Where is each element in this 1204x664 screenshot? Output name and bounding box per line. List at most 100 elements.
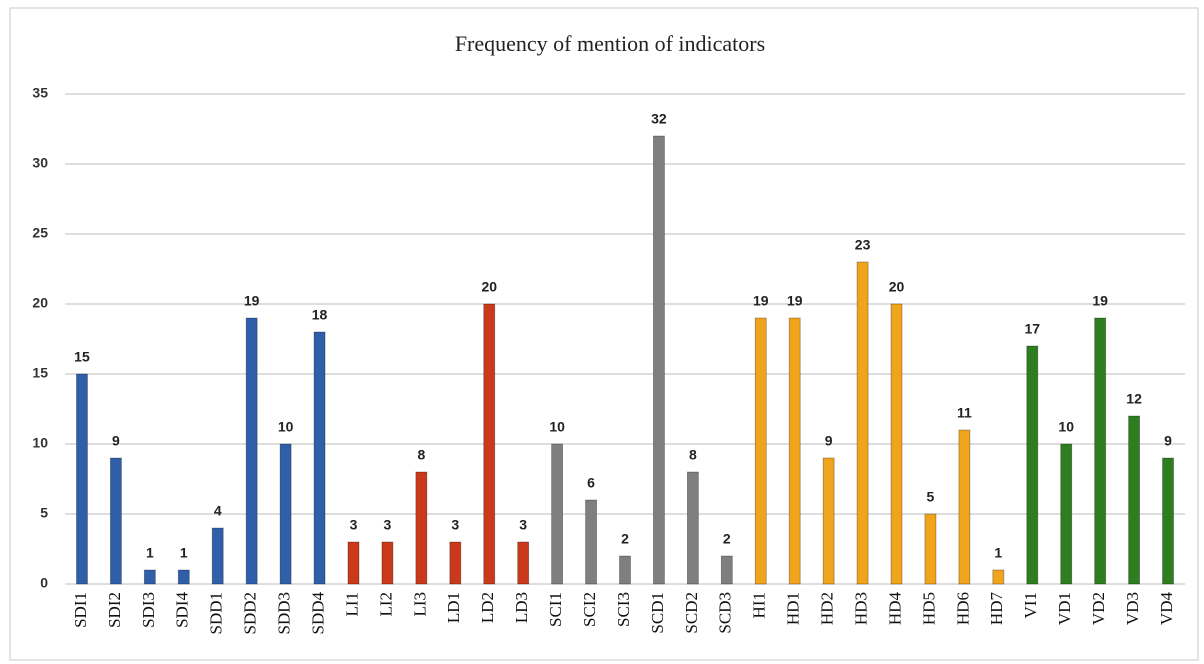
x-tick-label: HD2 — [818, 592, 837, 625]
x-tick-label: SDI4 — [173, 592, 192, 628]
chart-frame — [9, 7, 1199, 661]
x-tick-label: LD2 — [478, 592, 497, 623]
bar — [177, 569, 190, 585]
bar — [143, 569, 156, 585]
x-tick-label: SDI3 — [139, 592, 158, 628]
data-label: 8 — [417, 447, 425, 463]
x-tick-label: LI3 — [410, 592, 429, 617]
bar — [788, 317, 801, 585]
x-tick-label: HD1 — [784, 592, 803, 625]
x-tick-label: VD3 — [1123, 592, 1142, 625]
x-tick-label: HD6 — [953, 592, 972, 625]
data-label: 1 — [994, 545, 1002, 561]
data-label: 10 — [278, 419, 294, 435]
data-label: 3 — [350, 517, 358, 533]
y-tick-label: 35 — [32, 85, 48, 101]
chart-title: Frequency of mention of indicators — [455, 31, 765, 56]
x-tick-label: LI1 — [342, 592, 361, 617]
bar — [76, 373, 88, 585]
bar — [381, 541, 394, 585]
data-label: 4 — [214, 503, 222, 519]
x-tick-label: VD1 — [1055, 592, 1074, 625]
data-label: 3 — [519, 517, 527, 533]
bar — [619, 555, 631, 585]
bar — [754, 317, 767, 585]
x-tick-label: SCI1 — [546, 592, 565, 627]
data-label: 9 — [825, 433, 833, 449]
data-label: 19 — [753, 293, 769, 309]
bar — [551, 443, 564, 585]
y-tick-label: 25 — [32, 225, 48, 241]
x-tick-label: HD5 — [919, 592, 938, 625]
bar — [347, 541, 360, 585]
data-label: 12 — [1126, 391, 1142, 407]
x-tick-label: SDD3 — [275, 592, 294, 635]
data-label: 32 — [651, 111, 667, 127]
bar — [856, 261, 869, 585]
data-label: 18 — [312, 307, 328, 323]
x-tick-label: SCI2 — [580, 592, 599, 627]
x-tick-label: HD4 — [885, 592, 904, 626]
data-label: 1 — [146, 545, 154, 561]
data-label: 9 — [1164, 433, 1172, 449]
data-label: 8 — [689, 447, 697, 463]
data-label: 2 — [621, 531, 629, 547]
bar — [1162, 457, 1174, 585]
x-tick-label: SCD2 — [682, 592, 701, 634]
bar — [890, 303, 903, 585]
x-tick-label: SDD4 — [308, 592, 327, 635]
x-tick-label: LD1 — [444, 592, 463, 623]
y-tick-label: 15 — [32, 365, 48, 381]
x-tick-label: VD2 — [1089, 592, 1108, 625]
data-label: 19 — [1092, 293, 1108, 309]
bar — [483, 303, 496, 585]
data-label: 10 — [549, 419, 565, 435]
bar — [415, 471, 428, 585]
bar — [1128, 415, 1140, 585]
bar — [585, 499, 597, 585]
bar — [822, 457, 835, 585]
data-label: 3 — [384, 517, 392, 533]
bar — [1026, 345, 1039, 585]
data-label: 6 — [587, 475, 595, 491]
x-tick-label: SDD1 — [207, 592, 226, 635]
data-label: 20 — [481, 279, 497, 295]
bar — [686, 471, 699, 585]
y-tick-label: 30 — [32, 155, 48, 171]
bar — [1060, 443, 1073, 585]
x-tick-label: SCI3 — [614, 592, 633, 627]
data-label: 20 — [889, 279, 905, 295]
x-tick-label: SCD1 — [648, 592, 667, 634]
x-tick-label: SDI1 — [71, 592, 90, 628]
bar — [110, 457, 122, 585]
data-label: 23 — [855, 237, 871, 253]
bar — [958, 429, 971, 585]
data-label: 1 — [180, 545, 188, 561]
data-label: 17 — [1024, 321, 1040, 337]
x-tick-label: SCD3 — [716, 592, 735, 634]
data-label: 2 — [723, 531, 731, 547]
y-tick-label: 5 — [40, 505, 48, 521]
x-tick-label: SDI2 — [105, 592, 124, 628]
x-tick-label: SDD2 — [241, 592, 260, 635]
bar — [449, 541, 462, 585]
data-label: 10 — [1058, 419, 1074, 435]
x-tick-label: VD4 — [1157, 592, 1176, 626]
bar — [1094, 317, 1107, 585]
bar — [517, 541, 530, 585]
y-tick-label: 20 — [32, 295, 48, 311]
bar — [313, 331, 326, 585]
bar — [720, 555, 733, 585]
bar — [279, 443, 292, 585]
data-label: 9 — [112, 433, 120, 449]
x-tick-label: LI2 — [376, 592, 395, 617]
bar — [211, 527, 224, 585]
bar — [924, 513, 937, 585]
data-label: 15 — [74, 349, 90, 365]
x-tick-label: VI1 — [1021, 592, 1040, 618]
y-tick-label: 10 — [32, 435, 48, 451]
data-label: 19 — [244, 293, 260, 309]
bar — [992, 569, 1005, 585]
